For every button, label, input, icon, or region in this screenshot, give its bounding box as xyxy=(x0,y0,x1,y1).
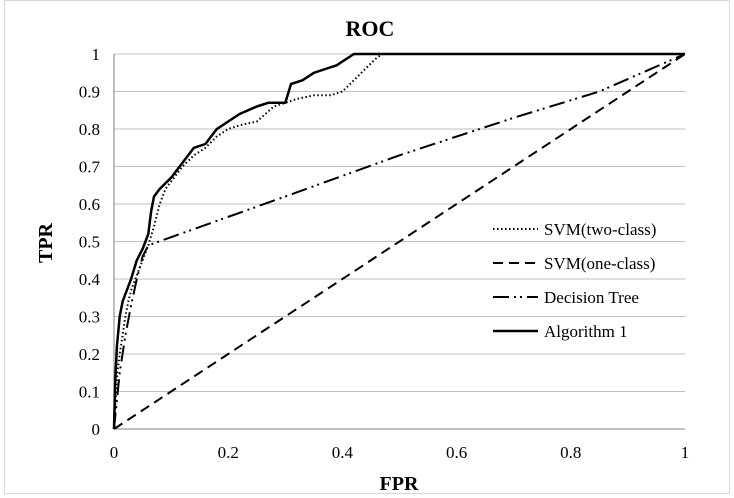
x-tick-label: 0.8 xyxy=(560,443,581,462)
y-tick-label: 0.5 xyxy=(79,233,100,252)
chart-title: ROC xyxy=(346,16,395,41)
y-tick-labels: 0 0.1 0.2 0.3 0.4 0.5 0.6 0.7 0.8 0.9 1 xyxy=(79,45,101,439)
y-tick-label: 0.4 xyxy=(79,270,101,289)
y-tick-label: 0 xyxy=(92,420,101,439)
y-tick-label: 1 xyxy=(92,45,101,64)
x-tick-label: 1 xyxy=(681,443,690,462)
legend-label: SVM(one-class) xyxy=(544,254,655,273)
legend-label: SVM(two-class) xyxy=(544,220,656,239)
x-tick-label: 0.4 xyxy=(332,443,354,462)
y-axis-label: TPR xyxy=(35,222,57,263)
series-line-decision-tree xyxy=(113,53,686,430)
y-tick-label: 0.2 xyxy=(79,345,100,364)
y-tick-label: 0.7 xyxy=(79,158,101,177)
series-lines xyxy=(112,52,686,430)
y-tick-label: 0.1 xyxy=(79,383,100,402)
series-line-svm-one-class xyxy=(113,53,686,430)
axes xyxy=(113,54,685,430)
legend: SVM(two-class) SVM(one-class) Decision Tre… xyxy=(493,220,656,341)
chart-frame xyxy=(4,0,730,494)
legend-label: Algorithm 1 xyxy=(544,322,628,341)
y-tick-label: 0.6 xyxy=(79,195,100,214)
series-line-svm-two-class xyxy=(113,53,685,430)
x-tick-label: 0 xyxy=(110,443,119,462)
y-tick-label: 0.8 xyxy=(79,120,100,139)
series-line-algorithm-1 xyxy=(112,52,685,430)
x-axis-label: FPR xyxy=(380,473,419,495)
legend-label: Decision Tree xyxy=(544,288,639,307)
x-tick-label: 0.2 xyxy=(218,443,239,462)
x-tick-label: 0.6 xyxy=(446,443,467,462)
y-tick-label: 0.3 xyxy=(79,308,100,327)
x-tick-labels: 0 0.2 0.4 0.6 0.8 1 xyxy=(110,443,690,462)
y-tick-label: 0.9 xyxy=(79,83,100,102)
